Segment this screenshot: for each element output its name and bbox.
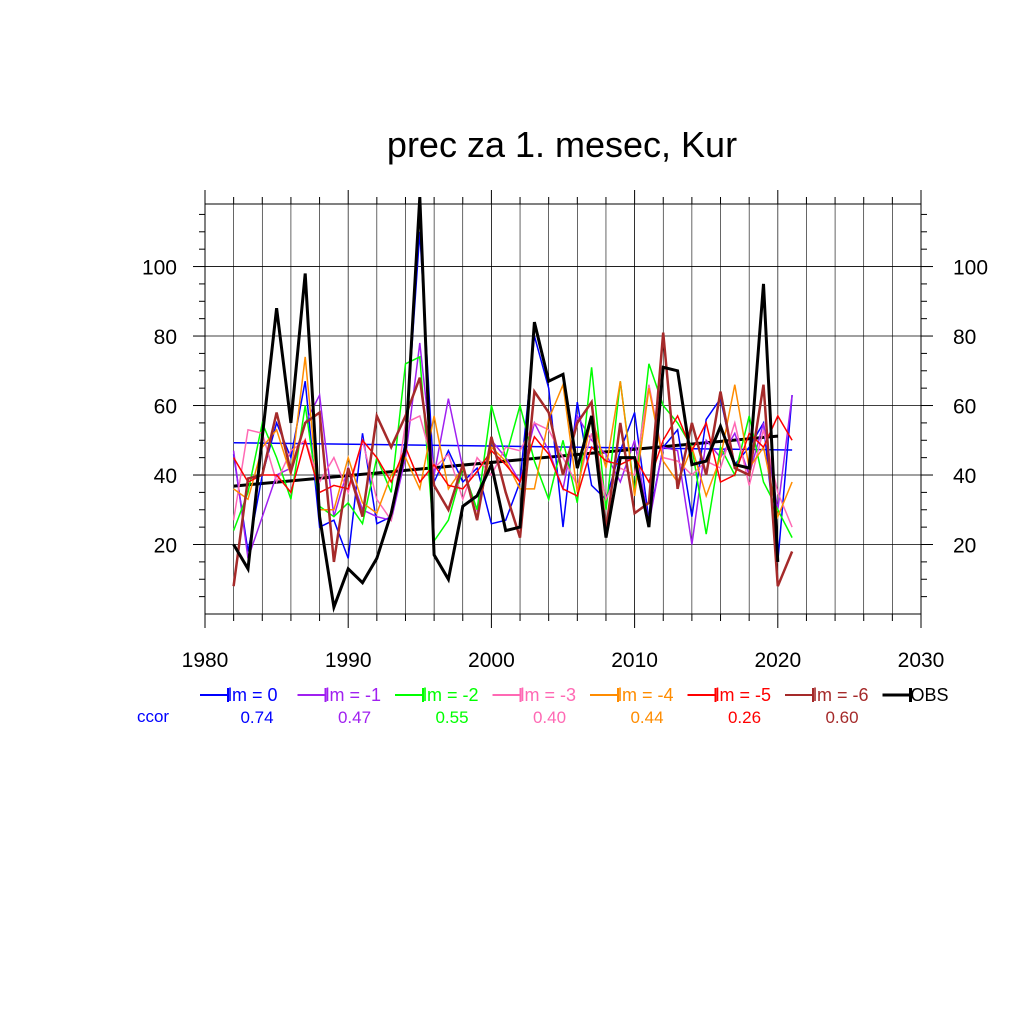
legend-label: lm = -6 bbox=[813, 685, 869, 705]
series-line bbox=[233, 356, 793, 520]
legend-ccor-value: 0.40 bbox=[533, 708, 566, 727]
legend-ccor-value: 0.47 bbox=[338, 708, 371, 727]
y-tick-label-left: 60 bbox=[154, 396, 177, 419]
legend-label: lm = -4 bbox=[618, 685, 674, 705]
legend-label: lm = -5 bbox=[716, 685, 772, 705]
x-tick-label: 2010 bbox=[611, 649, 658, 672]
legend-label: lm = -1 bbox=[326, 685, 382, 705]
x-tick-label: 1980 bbox=[182, 649, 229, 672]
y-tick-label-left: 80 bbox=[154, 326, 177, 349]
legend: ccor lm = 0 0.74 lm = -1 0.47 lm = -2 0.55 lm =… bbox=[137, 685, 949, 727]
ccor-label: ccor bbox=[137, 707, 169, 726]
legend-ccor-value: 0.74 bbox=[240, 708, 273, 727]
y-tick-label-left: 20 bbox=[154, 535, 177, 558]
x-tick-label: 2000 bbox=[468, 649, 515, 672]
y-tick-label-right: 20 bbox=[953, 535, 976, 558]
legend-label: lm = 0 bbox=[228, 685, 278, 705]
series-line bbox=[232, 384, 793, 528]
grid bbox=[205, 204, 921, 614]
y-tick-label-left: 40 bbox=[154, 465, 177, 488]
y-tick-label-right: 40 bbox=[953, 465, 976, 488]
y-tick-label-right: 80 bbox=[953, 326, 976, 349]
series-line bbox=[232, 332, 794, 587]
y-tick-label-right: 60 bbox=[953, 396, 976, 419]
legend-label: lm = -2 bbox=[423, 685, 479, 705]
x-tick-label: 2030 bbox=[898, 649, 945, 672]
legend-label: lm = -3 bbox=[521, 685, 577, 705]
series-line bbox=[232, 355, 793, 544]
x-tick-label: 1990 bbox=[325, 649, 372, 672]
series-line bbox=[232, 342, 793, 559]
x-tick-label: 2020 bbox=[754, 649, 801, 672]
axis-ticks bbox=[193, 190, 933, 628]
chart-title: prec za 1. mesec, Kur bbox=[387, 124, 737, 165]
plot-frame bbox=[204, 203, 922, 615]
legend-ccor-value: 0.26 bbox=[728, 708, 761, 727]
legend-label: OBS bbox=[911, 685, 949, 705]
y-tick-label-left: 100 bbox=[142, 257, 177, 280]
y-tick-label-right: 100 bbox=[953, 257, 988, 280]
legend-ccor-value: 0.60 bbox=[825, 708, 858, 727]
legend-ccor-value: 0.44 bbox=[630, 708, 663, 727]
series-line bbox=[232, 197, 780, 613]
legend-ccor-value: 0.55 bbox=[435, 708, 468, 727]
series-lines bbox=[232, 197, 794, 613]
